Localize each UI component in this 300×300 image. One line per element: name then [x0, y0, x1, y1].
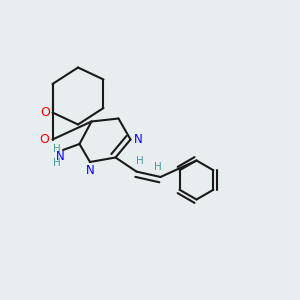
Text: N: N — [134, 133, 142, 146]
Text: H: H — [154, 161, 161, 172]
Text: N: N — [85, 164, 94, 177]
Text: H: H — [52, 143, 60, 154]
Text: O: O — [39, 133, 49, 146]
Text: O: O — [40, 106, 50, 119]
Text: H: H — [136, 156, 143, 166]
Text: H: H — [52, 158, 60, 168]
Text: N: N — [56, 149, 65, 163]
